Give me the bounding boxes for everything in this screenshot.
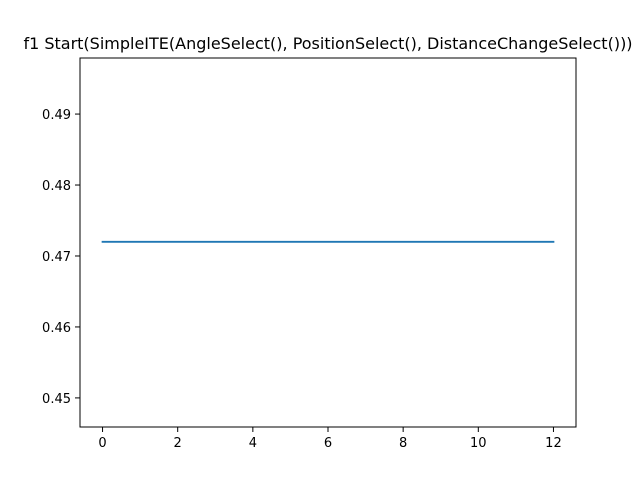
chart-title: f1 Start(SimpleITE(AngleSelect(), Positi… — [23, 34, 632, 53]
x-tick-label: 2 — [174, 436, 182, 451]
y-tick-label: 0.47 — [42, 250, 71, 265]
x-tick-label: 12 — [545, 436, 562, 451]
x-tick-label: 4 — [249, 436, 257, 451]
y-tick-label: 0.49 — [42, 108, 71, 123]
x-tick-label: 0 — [98, 436, 106, 451]
plot-frame — [79, 57, 577, 428]
x-axis-ticks: 0 2 4 6 8 10 12 — [98, 427, 562, 451]
x-tick-label: 8 — [399, 436, 407, 451]
x-tick-label: 10 — [470, 436, 487, 451]
y-axis-ticks: 0.45 0.46 0.47 0.48 0.49 — [42, 108, 80, 407]
y-tick-label: 0.45 — [42, 392, 71, 407]
y-tick-label: 0.48 — [42, 179, 71, 194]
y-tick-label: 0.46 — [42, 321, 71, 336]
x-tick-label: 6 — [324, 436, 332, 451]
